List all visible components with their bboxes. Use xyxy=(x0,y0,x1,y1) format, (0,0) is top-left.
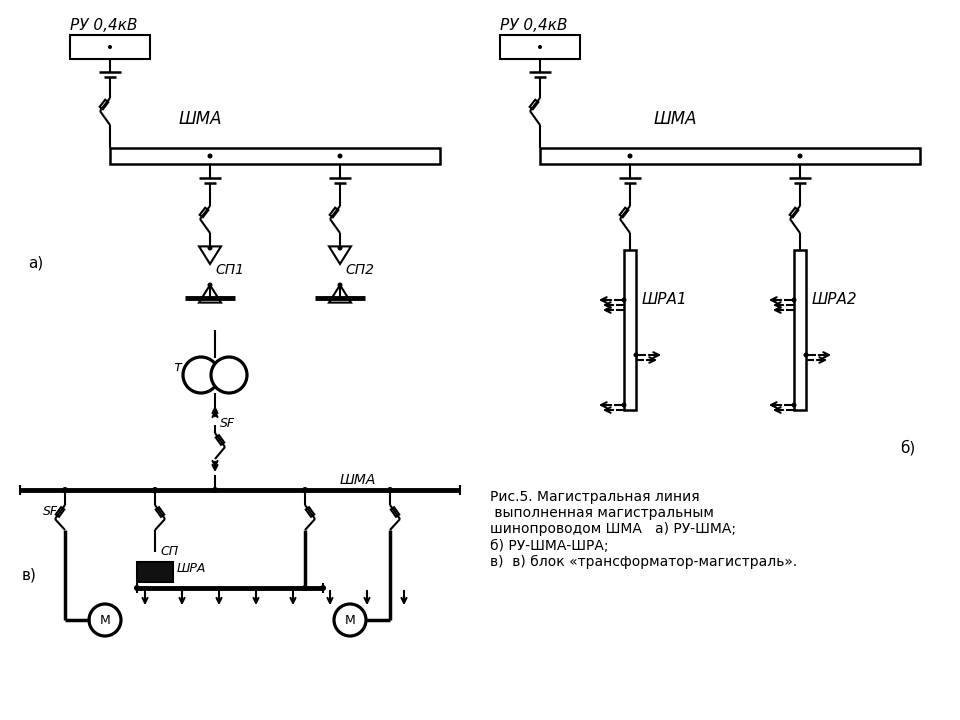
Circle shape xyxy=(320,585,326,591)
Text: б): б) xyxy=(900,440,915,456)
Circle shape xyxy=(207,282,212,287)
Text: М: М xyxy=(345,613,355,626)
Circle shape xyxy=(621,402,627,408)
Text: СП1: СП1 xyxy=(215,263,244,277)
Text: ШМА: ШМА xyxy=(179,110,222,128)
Circle shape xyxy=(338,282,343,287)
Text: РУ 0,4кВ: РУ 0,4кВ xyxy=(500,18,567,33)
Polygon shape xyxy=(619,207,629,217)
Circle shape xyxy=(798,153,803,158)
Bar xyxy=(794,250,806,410)
Polygon shape xyxy=(100,99,108,109)
Text: Рис.5. Магистральная линия
 выполненная магистральным
шинопроводом ШМА   а) РУ-Ш: Рис.5. Магистральная линия выполненная м… xyxy=(490,490,797,569)
Bar xyxy=(540,148,920,164)
Bar xyxy=(137,562,173,582)
Polygon shape xyxy=(790,207,799,217)
Text: РУ 0,4кВ: РУ 0,4кВ xyxy=(70,18,137,33)
Polygon shape xyxy=(199,285,221,302)
Circle shape xyxy=(334,604,366,636)
Circle shape xyxy=(387,487,393,493)
Bar xyxy=(70,35,150,59)
Circle shape xyxy=(212,487,218,493)
Polygon shape xyxy=(200,207,208,217)
Circle shape xyxy=(183,357,219,393)
Text: в): в) xyxy=(22,567,36,582)
Text: ШМА: ШМА xyxy=(653,110,697,128)
Circle shape xyxy=(538,45,542,49)
Text: ШРА2: ШРА2 xyxy=(812,292,857,307)
Text: ШРА1: ШРА1 xyxy=(642,292,687,307)
Circle shape xyxy=(152,487,158,493)
Text: ШРА: ШРА xyxy=(177,562,206,575)
Text: т: т xyxy=(173,360,181,374)
Circle shape xyxy=(338,246,343,251)
Text: СП2: СП2 xyxy=(345,263,374,277)
Text: М: М xyxy=(100,613,110,626)
Polygon shape xyxy=(156,507,164,517)
Circle shape xyxy=(804,353,808,358)
Text: SF: SF xyxy=(220,417,235,430)
Polygon shape xyxy=(216,435,225,445)
Polygon shape xyxy=(56,507,64,517)
Bar xyxy=(110,148,440,164)
Circle shape xyxy=(62,487,68,493)
Polygon shape xyxy=(530,99,539,109)
Polygon shape xyxy=(329,285,351,302)
Text: а): а) xyxy=(28,255,43,270)
Circle shape xyxy=(628,153,633,158)
Circle shape xyxy=(108,45,112,49)
Circle shape xyxy=(211,357,247,393)
Polygon shape xyxy=(329,207,338,217)
Polygon shape xyxy=(391,507,399,517)
Circle shape xyxy=(338,153,343,158)
Polygon shape xyxy=(199,246,221,264)
Bar xyxy=(624,250,636,410)
Text: СП: СП xyxy=(160,545,179,558)
Polygon shape xyxy=(329,246,351,264)
Text: SF: SF xyxy=(43,505,59,518)
Circle shape xyxy=(207,153,212,158)
Circle shape xyxy=(302,487,308,493)
Circle shape xyxy=(134,585,140,591)
Circle shape xyxy=(302,585,308,591)
Text: ШМА: ШМА xyxy=(340,473,376,487)
Circle shape xyxy=(89,604,121,636)
Circle shape xyxy=(634,353,638,358)
Circle shape xyxy=(621,297,627,302)
Circle shape xyxy=(207,246,212,251)
Bar xyxy=(500,35,580,59)
Circle shape xyxy=(791,402,797,408)
Polygon shape xyxy=(305,507,314,517)
Circle shape xyxy=(791,297,797,302)
